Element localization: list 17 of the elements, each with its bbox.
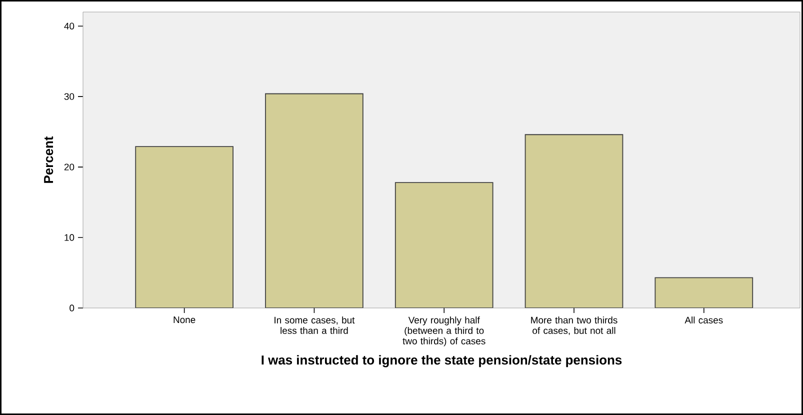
x-tick-label: None	[174, 316, 196, 324]
y-tick-label: 0	[70, 304, 74, 312]
y-tick-label: 40	[64, 22, 74, 30]
bar	[524, 134, 624, 308]
bar	[394, 182, 494, 308]
x-tick-label: More than two thirds of cases, but not all	[531, 316, 618, 336]
x-tick-label: Very roughly half (between a third to two thirds) of cases	[402, 316, 486, 346]
y-tick-label: 30	[64, 93, 74, 100]
x-tick-label: In some cases, but less than a third	[274, 316, 355, 334]
y-tick-label: 20	[64, 164, 74, 170]
bar	[266, 94, 363, 308]
y-tick-label: 10	[64, 234, 74, 241]
x-axis-title: I was instructed to ignore the state pension/state pensions	[262, 355, 622, 368]
bar	[654, 277, 754, 308]
bar	[135, 146, 234, 308]
x-tick-label: All cases	[684, 316, 723, 324]
y-axis-title: Percent	[44, 136, 54, 183]
